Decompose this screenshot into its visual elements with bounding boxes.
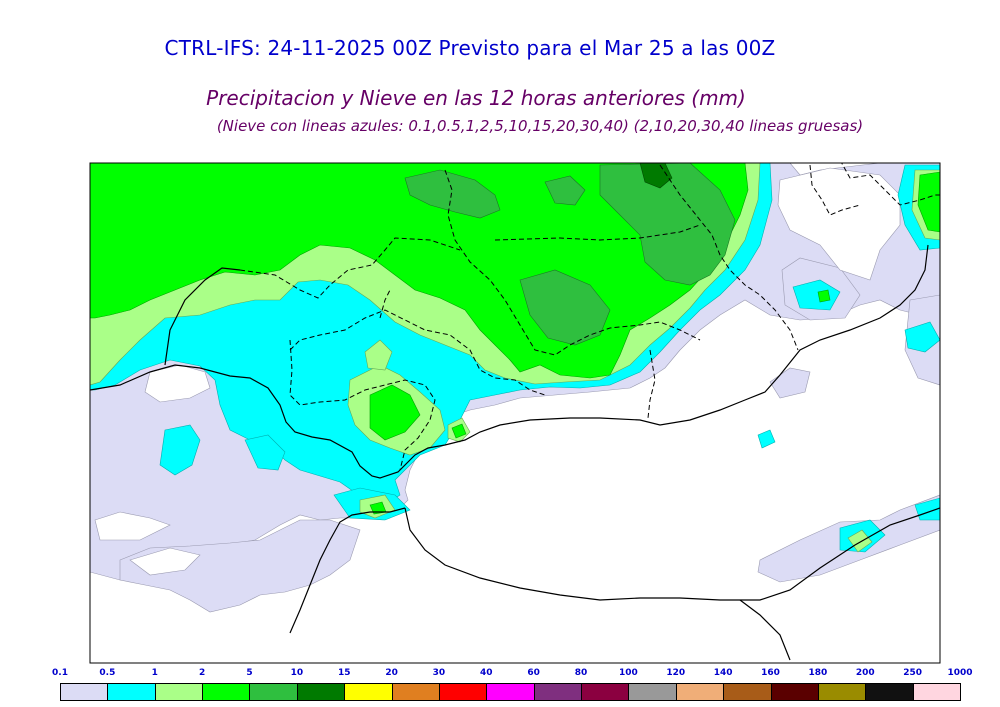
map-title: CTRL-IFS: 24-11-2025 00Z Previsto para e… (164, 36, 776, 60)
scale-label: 60 (527, 668, 540, 678)
scale-swatch (865, 683, 914, 701)
scale-label: 200 (855, 668, 875, 678)
scale-swatch (344, 683, 393, 701)
border-10 (379, 289, 391, 319)
scale-swatch (249, 683, 298, 701)
border-3 (289, 309, 546, 396)
coastline-south (404, 507, 940, 601)
scale-label: 20 (385, 668, 398, 678)
border-5 (659, 164, 799, 351)
scale-swatch (770, 683, 819, 701)
precip-2-spot-4 (917, 171, 940, 233)
scale-label: 1000 (947, 668, 973, 678)
precip-1-spot-2 (364, 339, 393, 371)
precip-5-area-4 (544, 175, 586, 206)
scale-swatch (438, 683, 488, 701)
scale-swatch (817, 683, 867, 701)
coastlines (90, 244, 940, 661)
scale-label: 120 (666, 668, 686, 678)
dry-area-2 (94, 511, 171, 541)
scale-swatch (296, 683, 346, 701)
scale-swatch (486, 683, 535, 701)
scale-swatch (107, 683, 156, 701)
scale-swatch (675, 683, 725, 701)
scale-label: 140 (713, 668, 733, 678)
dry-area-3 (777, 167, 901, 281)
scale-label: 15 (337, 668, 351, 678)
scale-label: 0.5 (99, 668, 116, 678)
precip-5-area-2 (599, 163, 736, 286)
scale-label: 30 (432, 668, 446, 678)
precip-fields (90, 163, 940, 613)
scale-swatch (154, 683, 204, 701)
scale-swatch (628, 683, 677, 701)
border-4 (289, 339, 436, 471)
scale-swatch (723, 683, 772, 701)
scale-swatch (533, 683, 583, 701)
border-9 (647, 349, 656, 419)
precip-0.1-area-east (769, 367, 811, 399)
scale-label: 250 (903, 668, 923, 678)
scale-swatch (581, 683, 630, 701)
precip-0.5-spot-6 (904, 321, 940, 353)
scale-label: 160 (761, 668, 780, 678)
scale-swatch (60, 683, 109, 701)
border-7 (841, 163, 940, 206)
scale-label: 100 (619, 668, 638, 678)
scale-swatch (202, 683, 251, 701)
precip-2-spot-2 (451, 423, 467, 439)
scale-label: 5 (246, 668, 253, 678)
map-frame (89, 162, 941, 664)
precip-2-spot-5 (817, 289, 831, 303)
scale-label: 80 (574, 668, 588, 678)
precip-0.5-spot-2 (244, 434, 286, 471)
snow-contour-note: (Nieve con lineas azules: 0.1,0.5,1,2,5,… (216, 117, 864, 135)
coastline-west-south (289, 507, 406, 634)
scale-label: 180 (808, 668, 828, 678)
dry-area-4 (129, 547, 201, 576)
precip-2-spot-1 (369, 384, 421, 441)
coastline-sw (739, 599, 791, 661)
border-8 (809, 164, 861, 216)
coastline-north (90, 244, 929, 479)
map-subtitle: Precipitacion y Nieve en las 12 horas an… (206, 86, 746, 110)
scale-label: 40 (480, 668, 493, 678)
precip-0.1-area-south (119, 519, 361, 613)
scale-label: 10 (290, 668, 304, 678)
precip-0.5-spot-1 (159, 424, 201, 476)
scale-label: 2 (198, 668, 206, 678)
scale-label: 1 (151, 668, 158, 678)
precip-5-area-3 (519, 269, 611, 346)
coastline-west (164, 267, 241, 366)
precip-10-area (639, 163, 673, 189)
scale-swatch (912, 683, 961, 701)
precip-5-area-1 (404, 169, 501, 219)
precip-1-spot-5 (847, 529, 873, 553)
scale-swatch (391, 683, 440, 701)
scale-label: 0.1 (52, 668, 68, 678)
precip-0.5-spot-5 (792, 279, 841, 311)
precip-0.5-spot-7 (757, 429, 776, 449)
border-2 (444, 169, 701, 356)
province-borders (239, 163, 940, 471)
